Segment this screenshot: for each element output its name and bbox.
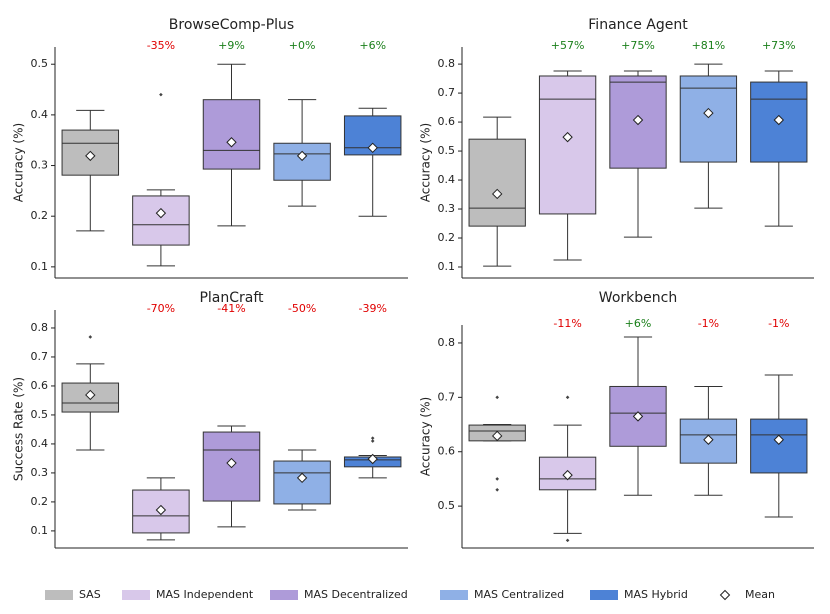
mean-marker <box>155 207 167 219</box>
mean-marker <box>773 114 785 126</box>
box <box>468 138 526 227</box>
mean-marker <box>367 453 378 465</box>
y-tick-label: 0.8 <box>31 321 49 334</box>
mean-marker <box>562 131 573 143</box>
change-label: +9% <box>218 39 245 52</box>
change-label: -39% <box>358 302 386 315</box>
chart-title: PlanCraft <box>199 290 264 306</box>
box <box>750 418 808 474</box>
legend-label: MAS Hybrid <box>624 588 688 601</box>
mean-marker <box>296 150 308 162</box>
y-tick-label: 0.6 <box>31 379 49 392</box>
mean-marker <box>85 150 96 162</box>
legend-swatch <box>45 590 73 600</box>
mean-marker <box>155 504 167 516</box>
y-axis-label: Success Rate (%) <box>12 377 26 481</box>
outlier <box>159 92 163 97</box>
change-label: -1% <box>698 317 719 330</box>
mean-marker <box>85 389 96 401</box>
y-tick-label: 0.3 <box>438 202 456 215</box>
change-label: -70% <box>147 302 175 315</box>
chart-title: Workbench <box>599 290 677 306</box>
y-axis-label: Accuracy (%) <box>419 397 433 476</box>
mean-marker <box>226 137 237 148</box>
y-tick-label: 0.8 <box>438 57 456 70</box>
change-label: +81% <box>692 39 726 52</box>
box <box>679 75 738 163</box>
box <box>273 142 331 181</box>
mean-marker <box>703 434 714 445</box>
change-label: +75% <box>621 39 655 52</box>
change-label: -1% <box>768 317 789 330</box>
chart-title: Finance Agent <box>588 17 688 33</box>
mean-marker <box>491 188 503 200</box>
legend-swatch <box>122 590 150 600</box>
y-tick-label: 0.3 <box>31 159 49 172</box>
mean-marker <box>632 114 644 126</box>
mean-marker <box>296 472 308 484</box>
change-label: -35% <box>147 39 175 52</box>
y-tick-label: 0.5 <box>438 144 456 157</box>
y-tick-label: 0.6 <box>438 115 456 128</box>
y-tick-label: 0.1 <box>31 260 49 273</box>
y-tick-label: 0.2 <box>31 209 49 222</box>
mean-marker <box>632 411 644 422</box>
y-tick-label: 0.4 <box>31 108 49 121</box>
y-tick-label: 0.4 <box>438 173 456 186</box>
y-tick-label: 0.8 <box>438 336 456 349</box>
outlier <box>565 538 570 543</box>
y-tick-label: 0.2 <box>31 495 49 508</box>
change-label: -11% <box>553 317 581 330</box>
mean-marker <box>562 469 573 481</box>
y-tick-label: 0.1 <box>31 524 49 537</box>
legend-swatch <box>440 590 468 600</box>
outlier <box>495 395 499 400</box>
y-tick-label: 0.4 <box>31 437 49 450</box>
legend-swatch <box>590 590 618 600</box>
change-label: +57% <box>551 39 585 52</box>
change-label: +6% <box>359 39 386 52</box>
outlier <box>565 395 570 400</box>
change-label: -41% <box>217 302 245 315</box>
chart-title: BrowseComp-Plus <box>169 17 294 33</box>
legend-label: SAS <box>79 588 101 601</box>
mean-marker <box>367 142 378 154</box>
legend-label: MAS Decentralized <box>304 588 408 601</box>
outlier <box>370 439 375 443</box>
mean-marker <box>226 457 237 469</box>
legend-swatch <box>270 590 298 600</box>
legend-label: MAS Centralized <box>474 588 564 601</box>
y-tick-label: 0.7 <box>31 350 49 363</box>
mean-marker <box>491 430 503 442</box>
y-tick-label: 0.7 <box>438 86 456 99</box>
y-tick-label: 0.7 <box>438 390 456 403</box>
y-axis-label: Accuracy (%) <box>419 123 433 202</box>
y-tick-label: 0.6 <box>438 445 456 458</box>
y-tick-label: 0.1 <box>438 260 456 273</box>
box <box>202 99 261 170</box>
y-tick-label: 0.5 <box>438 499 456 512</box>
box <box>132 195 190 246</box>
outlier <box>495 477 499 481</box>
y-tick-label: 0.5 <box>31 408 49 421</box>
box <box>538 75 597 215</box>
y-tick-label: 0.2 <box>438 231 456 244</box>
legend-mean-marker <box>719 589 731 601</box>
mean-marker <box>703 107 714 119</box>
outlier <box>370 436 375 440</box>
change-label: +0% <box>289 39 316 52</box>
change-label: +73% <box>762 39 796 52</box>
outlier <box>495 488 499 492</box>
legend-label: Mean <box>745 588 775 601</box>
mean-marker <box>773 434 785 445</box>
y-tick-label: 0.3 <box>31 466 49 479</box>
outlier <box>88 335 93 339</box>
box <box>273 460 331 505</box>
y-tick-label: 0.5 <box>31 57 49 70</box>
change-label: -50% <box>288 302 316 315</box>
change-label: +6% <box>625 317 652 330</box>
y-axis-label: Accuracy (%) <box>12 123 26 202</box>
legend-label: MAS Independent <box>156 588 254 601</box>
